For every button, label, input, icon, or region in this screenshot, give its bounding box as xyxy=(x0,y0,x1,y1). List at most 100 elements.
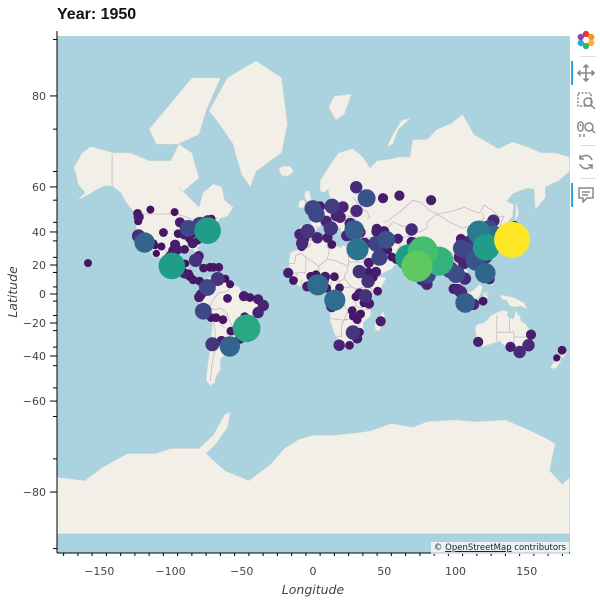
city-point[interactable] xyxy=(375,316,386,327)
x-tick-label: 150 xyxy=(516,565,537,578)
toolbar-divider xyxy=(580,56,596,57)
city-point[interactable] xyxy=(494,221,531,258)
hover-tool[interactable] xyxy=(571,181,600,209)
city-point[interactable] xyxy=(356,309,365,319)
city-point[interactable] xyxy=(357,189,376,208)
city-point[interactable] xyxy=(394,190,405,201)
city-point[interactable] xyxy=(223,294,232,303)
city-point[interactable] xyxy=(219,336,240,357)
city-point[interactable] xyxy=(358,289,373,303)
city-point[interactable] xyxy=(522,339,535,352)
city-point[interactable] xyxy=(363,257,374,268)
city-point[interactable] xyxy=(350,181,363,194)
city-point[interactable] xyxy=(307,274,329,296)
city-point[interactable] xyxy=(238,291,249,302)
pan-tool[interactable] xyxy=(571,59,600,87)
city-point[interactable] xyxy=(330,272,339,282)
city-point[interactable] xyxy=(478,296,488,306)
city-point[interactable] xyxy=(346,238,369,261)
city-point[interactable] xyxy=(170,208,179,217)
city-point[interactable] xyxy=(296,237,309,250)
city-point[interactable] xyxy=(133,211,144,223)
y-tick-label: 80 xyxy=(32,90,46,103)
city-point[interactable] xyxy=(205,337,220,352)
city-point[interactable] xyxy=(232,314,261,343)
city-point[interactable] xyxy=(226,280,235,289)
city-point[interactable] xyxy=(210,272,225,286)
wheel-zoom-tool[interactable] xyxy=(571,115,600,143)
city-point[interactable] xyxy=(472,234,500,261)
border-line xyxy=(384,199,438,223)
city-point[interactable] xyxy=(361,274,375,288)
reset-tool[interactable] xyxy=(571,148,600,176)
city-point[interactable] xyxy=(300,224,315,239)
city-point[interactable] xyxy=(194,302,212,320)
city-point[interactable] xyxy=(553,354,561,362)
city-point[interactable] xyxy=(505,341,516,352)
city-point[interactable] xyxy=(352,264,366,279)
city-point[interactable] xyxy=(307,205,325,223)
city-point[interactable] xyxy=(337,201,349,213)
city-point[interactable] xyxy=(405,223,418,236)
y-axis: 80 60 40 20 0 −20 −40 −60 −80 xyxy=(23,31,58,553)
city-point[interactable] xyxy=(371,249,388,266)
openstreetmap-link[interactable]: OpenStreetMap xyxy=(445,543,512,553)
city-point[interactable] xyxy=(392,233,403,244)
city-point[interactable] xyxy=(377,193,389,204)
city-point[interactable] xyxy=(401,250,433,282)
city-point[interactable] xyxy=(475,262,496,284)
city-point[interactable] xyxy=(218,315,228,325)
city-point[interactable] xyxy=(172,244,183,255)
city-point[interactable] xyxy=(371,223,382,234)
city-point[interactable] xyxy=(194,217,221,244)
city-point[interactable] xyxy=(333,339,345,351)
city-point[interactable] xyxy=(311,232,323,244)
city-point[interactable] xyxy=(324,198,340,214)
city-point[interactable] xyxy=(426,195,437,206)
city-point[interactable] xyxy=(455,292,476,313)
city-point[interactable] xyxy=(525,329,537,340)
city-point[interactable] xyxy=(350,204,363,218)
city-point[interactable] xyxy=(199,263,209,273)
y-tick-label: −20 xyxy=(23,317,46,330)
city-point[interactable] xyxy=(377,230,396,249)
city-point[interactable] xyxy=(187,238,198,249)
city-point[interactable] xyxy=(323,221,338,236)
city-point[interactable] xyxy=(157,242,166,251)
city-point[interactable] xyxy=(557,345,567,355)
city-point[interactable] xyxy=(146,205,155,214)
city-point[interactable] xyxy=(158,252,186,280)
city-point[interactable] xyxy=(257,299,269,312)
city-point[interactable] xyxy=(473,336,484,347)
city-point[interactable] xyxy=(188,253,203,267)
city-point[interactable] xyxy=(152,249,160,257)
city-point[interactable] xyxy=(370,266,382,277)
city-point[interactable] xyxy=(194,292,205,303)
city-point[interactable] xyxy=(345,325,361,340)
x-tick-label: 50 xyxy=(377,565,391,578)
city-point[interactable] xyxy=(159,228,168,237)
city-point[interactable] xyxy=(324,289,346,311)
city-point[interactable] xyxy=(283,267,294,278)
city-point[interactable] xyxy=(373,286,382,296)
city-point[interactable] xyxy=(199,279,216,296)
city-point[interactable] xyxy=(84,259,92,268)
city-point[interactable] xyxy=(180,245,190,254)
city-point[interactable] xyxy=(179,220,197,237)
city-points[interactable] xyxy=(84,181,567,362)
box-zoom-tool[interactable] xyxy=(571,87,600,115)
city-point[interactable] xyxy=(513,345,526,359)
city-point[interactable] xyxy=(134,232,155,253)
city-point[interactable] xyxy=(214,262,224,272)
city-point[interactable] xyxy=(364,267,373,277)
bokeh-logo[interactable] xyxy=(571,26,600,54)
y-tick-label: −80 xyxy=(23,486,46,499)
border-line xyxy=(436,212,485,229)
city-point[interactable] xyxy=(344,220,365,241)
city-point[interactable] xyxy=(447,265,466,284)
city-point[interactable] xyxy=(289,276,298,285)
box-zoom-icon xyxy=(576,92,596,110)
city-point[interactable] xyxy=(345,340,354,350)
plot-title: Year: 1950 xyxy=(57,6,137,23)
